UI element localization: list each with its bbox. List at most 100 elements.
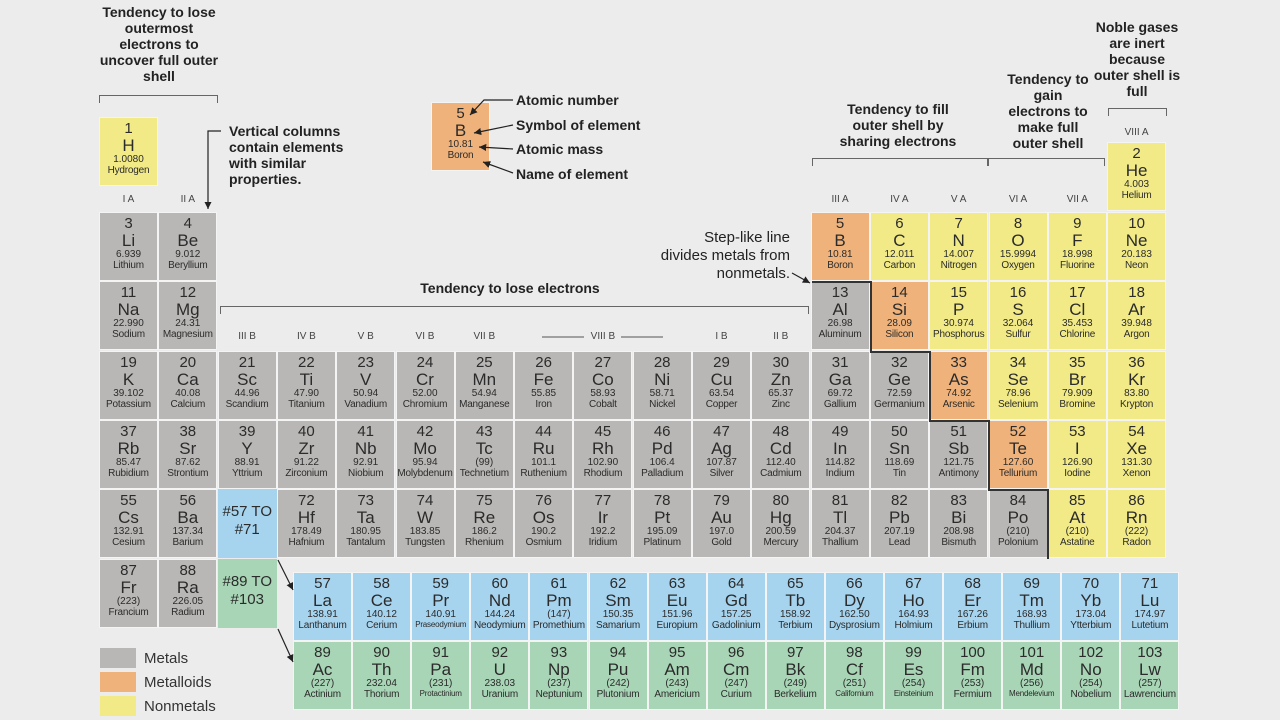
element-num: 45 (594, 422, 612, 440)
element-num: 18 (1128, 284, 1145, 302)
element-num: 99 (905, 644, 922, 661)
element-symbol: As (948, 369, 969, 389)
element-mass: 58.71 (649, 387, 675, 399)
element-mass: 79.909 (1062, 387, 1093, 399)
element-name: Hydrogen (107, 165, 150, 176)
element-mass: 44.96 (234, 387, 260, 399)
element-xenon: 54 Xe 131.30 Xenon (1107, 419, 1167, 489)
element-num: 57 (314, 575, 331, 592)
label-element-name: Name of element (516, 166, 629, 182)
element-symbol: Cl (1069, 300, 1086, 320)
element-num: 31 (831, 353, 849, 371)
element-protactinium: 91 Pa (231) Protactinium (411, 641, 471, 710)
element-symbol: Pa (430, 660, 452, 679)
element-mass: 50.94 (353, 387, 379, 399)
element-symbol: Cu (710, 369, 733, 389)
annotation-gain-electrons: Tendency to gain electrons to make full … (1007, 71, 1089, 151)
group-label: VI A (1008, 194, 1028, 205)
element-num: 69 (1023, 575, 1041, 592)
element-mass: 91.22 (293, 456, 319, 468)
element-symbol: O (1011, 231, 1025, 250)
element-symbol: He (1125, 161, 1148, 180)
element-symbol: Fm (960, 660, 985, 679)
element-symbol: Cr (416, 369, 434, 389)
element-num: 36 (1128, 353, 1145, 371)
element-name: Francium (108, 606, 149, 618)
element-name: Fermium (953, 689, 992, 700)
element-mass: 207.19 (884, 526, 915, 538)
element-num: 83 (950, 492, 968, 510)
element-europium: 63 Eu 151.96 Europium (647, 572, 707, 641)
element-num: 11 (120, 284, 137, 302)
element-mass: 106.4 (649, 456, 675, 468)
element-polonium: 84 Po (210) Polonium (988, 489, 1048, 559)
element-mass: 200.59 (765, 526, 797, 538)
sample-symbol: B (454, 121, 467, 140)
element-num: 79 (713, 492, 730, 510)
element-mass: (237) (547, 678, 571, 689)
brace-gain-electrons (988, 158, 1105, 166)
element-lithium: 3 Li 6.939 Lithium (99, 212, 158, 281)
annotation-step-line: Step-like line divides metals from nonme… (660, 229, 790, 282)
element-mass: (99) (475, 456, 494, 468)
element-argon: 18 Ar 39.948 Argon (1107, 281, 1167, 351)
element-num: 7 (954, 215, 963, 232)
element-mass: 140.12 (366, 609, 397, 620)
element-rhenium: 75 Re 186.2 Rhenium (454, 489, 514, 559)
element-neptunium: 93 Np (237) Neptunium (529, 641, 589, 710)
element-num: 32 (891, 353, 908, 371)
element-symbol: Ge (888, 369, 911, 389)
element-num: 80 (772, 492, 790, 510)
element-name: Nobelium (1070, 689, 1112, 700)
element-holmium: 67 Ho 164.93 Holmium (884, 572, 943, 641)
element-dysprosium: 66 Dy 162.50 Dysprosium (824, 572, 884, 641)
brace-lose-electrons (220, 306, 809, 314)
element-symbol: Kr (1128, 369, 1146, 389)
element-terbium: 65 Tb 158.92 Terbium (765, 572, 825, 641)
element-mass: 174.97 (1134, 609, 1166, 620)
element-iodine: 53 I 126.90 Iodine (1047, 419, 1107, 489)
element-name: Tin (892, 467, 906, 479)
element-mass: 4.003 (1124, 179, 1150, 190)
element-num: 66 (846, 575, 863, 592)
element-erbium: 68 Er 167.26 Erbium (943, 572, 1003, 641)
element-symbol: Li (121, 231, 136, 250)
element-mass: 74.92 (946, 387, 972, 399)
element-mass: (251) (842, 678, 867, 689)
element-num: 92 (491, 644, 509, 661)
annotation-lose-outermost: Tendency to lose outermost electrons to … (99, 4, 219, 84)
element-rhodium: 45 Rh 102.90 Rhodium (573, 419, 633, 489)
brace-noble-gases (1108, 108, 1167, 116)
element-name: Boron (827, 260, 853, 271)
element-num: 84 (1009, 492, 1027, 510)
element-symbol: Es (903, 660, 924, 679)
element-cerium: 58 Ce 140.12 Cerium (352, 572, 412, 641)
element-name: Indium (825, 467, 855, 479)
element-thorium: 90 Th 232.04 Thorium (352, 641, 412, 710)
element-name: Bromine (1059, 398, 1096, 410)
element-tellurium: 52 Te 127.60 Tellurium (988, 419, 1048, 489)
element-tantalum: 73 Ta 180.95 Tantalum (336, 489, 396, 559)
legend-nonmetals: Nonmetals (100, 695, 216, 717)
element-zirconium: 40 Zr 91.22 Zirconium (276, 419, 336, 489)
element-num: 28 (653, 353, 671, 371)
element-symbol: W (416, 508, 434, 528)
element-name: Calcium (170, 398, 206, 410)
element-germanium: 32 Ge 72.59 Germanium (869, 350, 929, 420)
group-label: VII A (1066, 194, 1088, 205)
element-symbol: Rb (117, 438, 140, 458)
element-indium: 49 In 114.82 Indium (810, 419, 870, 489)
element-potassium: 19 K 39.102 Potassium (99, 350, 158, 420)
element-name: Californium (835, 689, 874, 698)
element-scandium: 21 Sc 44.96 Scandium (217, 350, 277, 420)
element-name: Selenium (997, 398, 1039, 410)
element-krypton: 36 Kr 83.80 Krypton (1107, 350, 1167, 420)
element-symbol: Pd (651, 438, 673, 458)
element-symbol: K (122, 369, 135, 389)
element-nitrogen: 7 N 14.007 Nitrogen (929, 212, 989, 281)
element-chlorine: 17 Cl 35.453 Chlorine (1047, 281, 1107, 351)
element-mass: 22.990 (113, 318, 144, 330)
element-name: Terbium (778, 620, 813, 631)
element-name: Dysprosium (828, 620, 880, 631)
element-num: 61 (550, 575, 568, 592)
